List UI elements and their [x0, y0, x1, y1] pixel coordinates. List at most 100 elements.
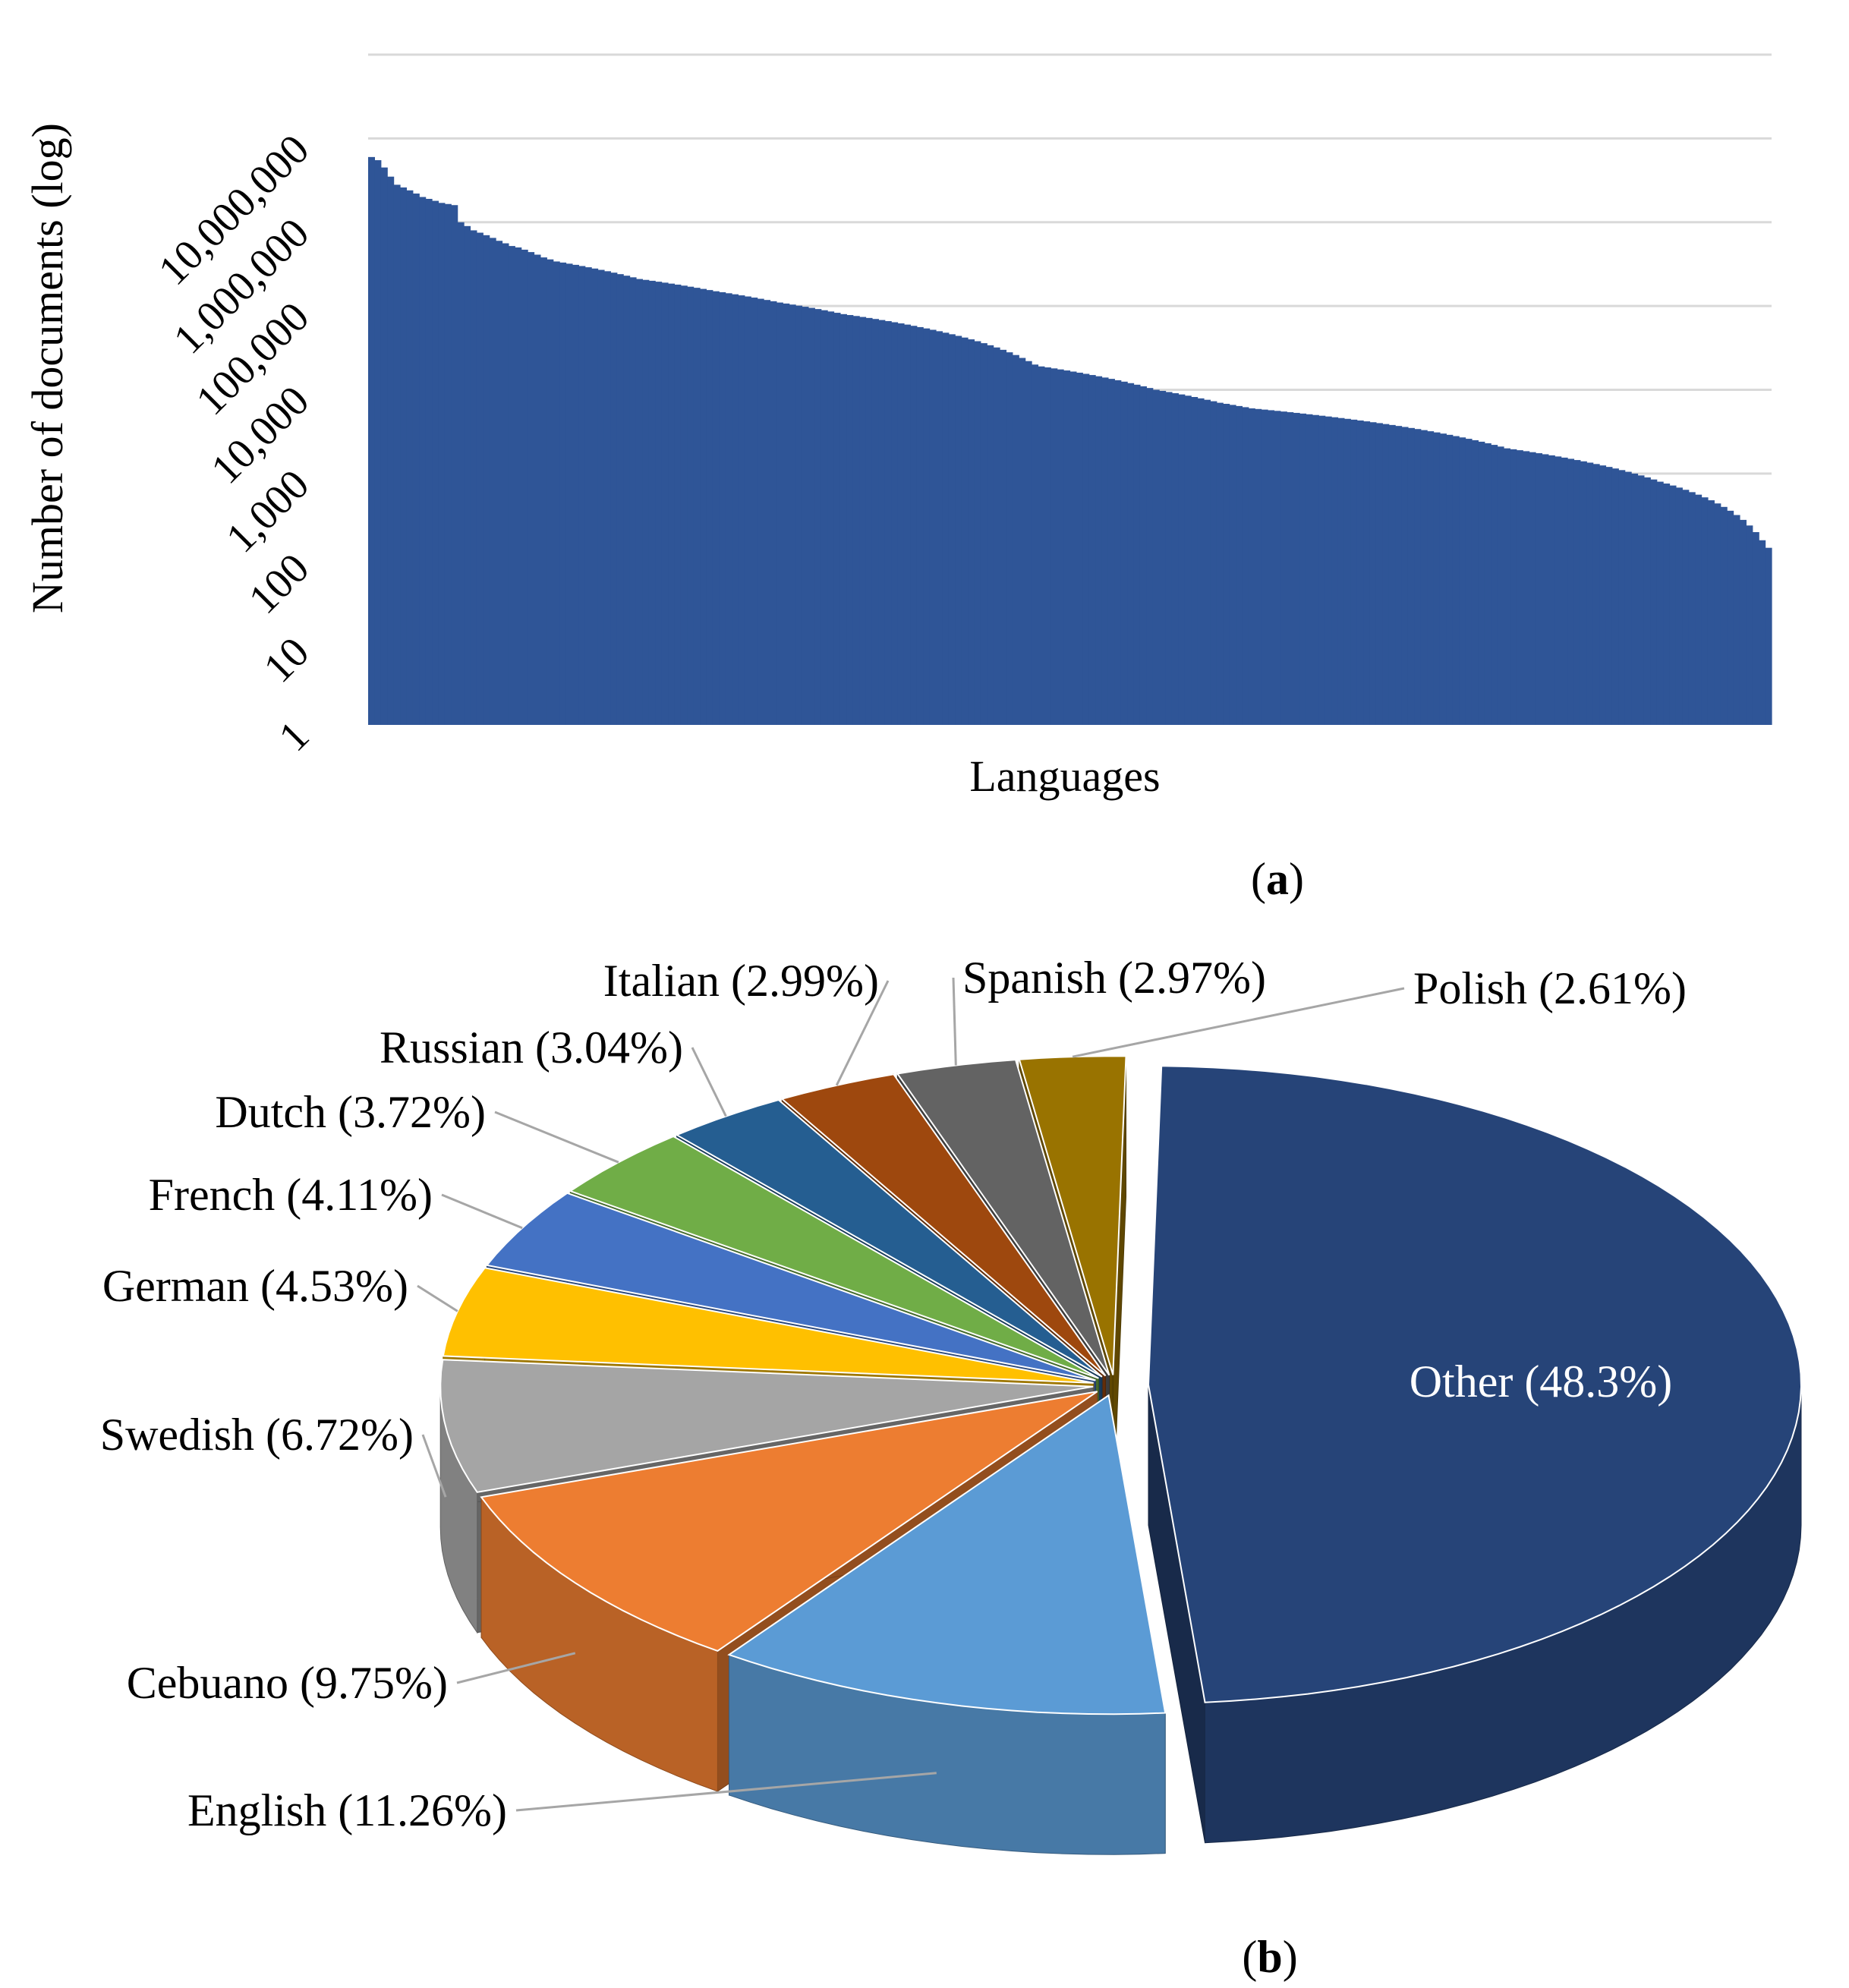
- bar: [572, 264, 579, 725]
- bar: [661, 282, 669, 725]
- bar: [1095, 376, 1103, 725]
- slice-russian: [675, 1098, 1103, 1378]
- bar: [1491, 445, 1498, 725]
- pie-label-dutch: Dutch (3.72%): [215, 1087, 486, 1137]
- bar: [1650, 479, 1658, 725]
- bar: [1082, 373, 1090, 725]
- bar: [942, 332, 950, 725]
- bar: [1688, 492, 1696, 725]
- bar: [1669, 485, 1677, 725]
- bar: [616, 274, 624, 725]
- bar: [764, 300, 771, 725]
- bar: [584, 267, 592, 726]
- bar: [1388, 424, 1396, 725]
- bar: [540, 257, 547, 725]
- bar: [1420, 430, 1428, 725]
- bar: [1133, 384, 1141, 725]
- bar: [910, 326, 918, 725]
- bar: [1542, 454, 1549, 725]
- bar: [1631, 473, 1639, 726]
- bar: [603, 271, 611, 725]
- pie-labels: Other (48.3%) English (11.26%) Cebuano (9.…: [100, 953, 1687, 1835]
- bar: [1337, 417, 1345, 725]
- pie-label-english: English (11.26%): [187, 1785, 507, 1835]
- bar: [1293, 412, 1300, 725]
- bar: [1707, 500, 1715, 725]
- bar: [565, 263, 573, 725]
- bar: [1759, 540, 1766, 725]
- bar: [521, 249, 528, 725]
- bar: [1727, 510, 1734, 725]
- bar: [871, 319, 879, 726]
- bar: [974, 341, 981, 725]
- pie-label-other: Other (48.3%): [1410, 1356, 1673, 1407]
- bar: [916, 326, 924, 725]
- bars: [368, 156, 1772, 726]
- bar: [1701, 497, 1709, 725]
- bar: [1580, 461, 1587, 725]
- bar: [668, 283, 676, 725]
- pie-chart-language-share: Other (48.3%) English (11.26%) Cebuano (9.…: [100, 953, 1803, 1855]
- bar: [968, 339, 975, 725]
- slice-english: [727, 1394, 1167, 1715]
- bar: [1280, 411, 1287, 725]
- bar: [1312, 414, 1319, 725]
- pie-label-swedish: Swedish (6.72%): [100, 1410, 414, 1460]
- bar: [1331, 417, 1339, 725]
- bar: [1497, 446, 1504, 725]
- bar: [412, 193, 420, 725]
- bar: [1523, 451, 1530, 725]
- bar: [1746, 525, 1753, 725]
- bar: [839, 313, 847, 725]
- bar: [1504, 448, 1511, 725]
- bar: [1255, 408, 1262, 725]
- bar: [859, 317, 867, 725]
- bar: [1446, 434, 1454, 725]
- bar: [1433, 432, 1441, 725]
- bar: [1637, 475, 1645, 725]
- bar: [757, 298, 764, 726]
- leader-line-cebuano: [456, 1652, 576, 1684]
- bar: [438, 203, 446, 725]
- leader-line-russian: [691, 1047, 727, 1117]
- bar: [1139, 386, 1147, 725]
- bar: [1120, 381, 1128, 725]
- bar: [1063, 370, 1071, 725]
- bar: [1554, 456, 1562, 725]
- pie-label-italian: Italian (2.99%): [603, 956, 879, 1006]
- bar: [1682, 490, 1690, 725]
- bar: [1242, 407, 1249, 725]
- bar: [1459, 437, 1466, 725]
- bar: [508, 246, 515, 726]
- bar: [1605, 467, 1613, 725]
- bar: [1471, 440, 1479, 725]
- bar: [1592, 464, 1600, 725]
- bar: [1025, 361, 1032, 725]
- bar: [489, 238, 496, 725]
- bar: [980, 343, 987, 725]
- pie-label-cebuano: Cebuano (9.75%): [127, 1658, 448, 1708]
- bar: [515, 247, 522, 726]
- bar: [738, 295, 745, 726]
- bar: [464, 225, 471, 725]
- bar: [1675, 487, 1683, 725]
- bar: [1573, 460, 1581, 725]
- bar: [865, 317, 873, 725]
- bar: [884, 321, 892, 725]
- leader-line-swedish: [421, 1434, 447, 1498]
- bar-chart-documents-per-language: 1101001,00010,000100,0001,000,00010,000,…: [23, 53, 1772, 801]
- bar: [425, 198, 433, 726]
- y-axis-tick-labels: 1101001,00010,000100,0001,000,00010,000,…: [150, 126, 318, 761]
- bar: [1618, 470, 1626, 725]
- bar: [1414, 429, 1422, 725]
- bar: [1439, 433, 1447, 725]
- bar: [776, 302, 783, 725]
- bar: [1407, 427, 1415, 725]
- bar: [936, 331, 943, 726]
- bar: [1536, 453, 1543, 725]
- bar: [700, 288, 707, 726]
- leader-line-german: [417, 1284, 458, 1312]
- bar: [578, 266, 586, 726]
- bar: [1611, 468, 1619, 725]
- bar: [1643, 477, 1651, 725]
